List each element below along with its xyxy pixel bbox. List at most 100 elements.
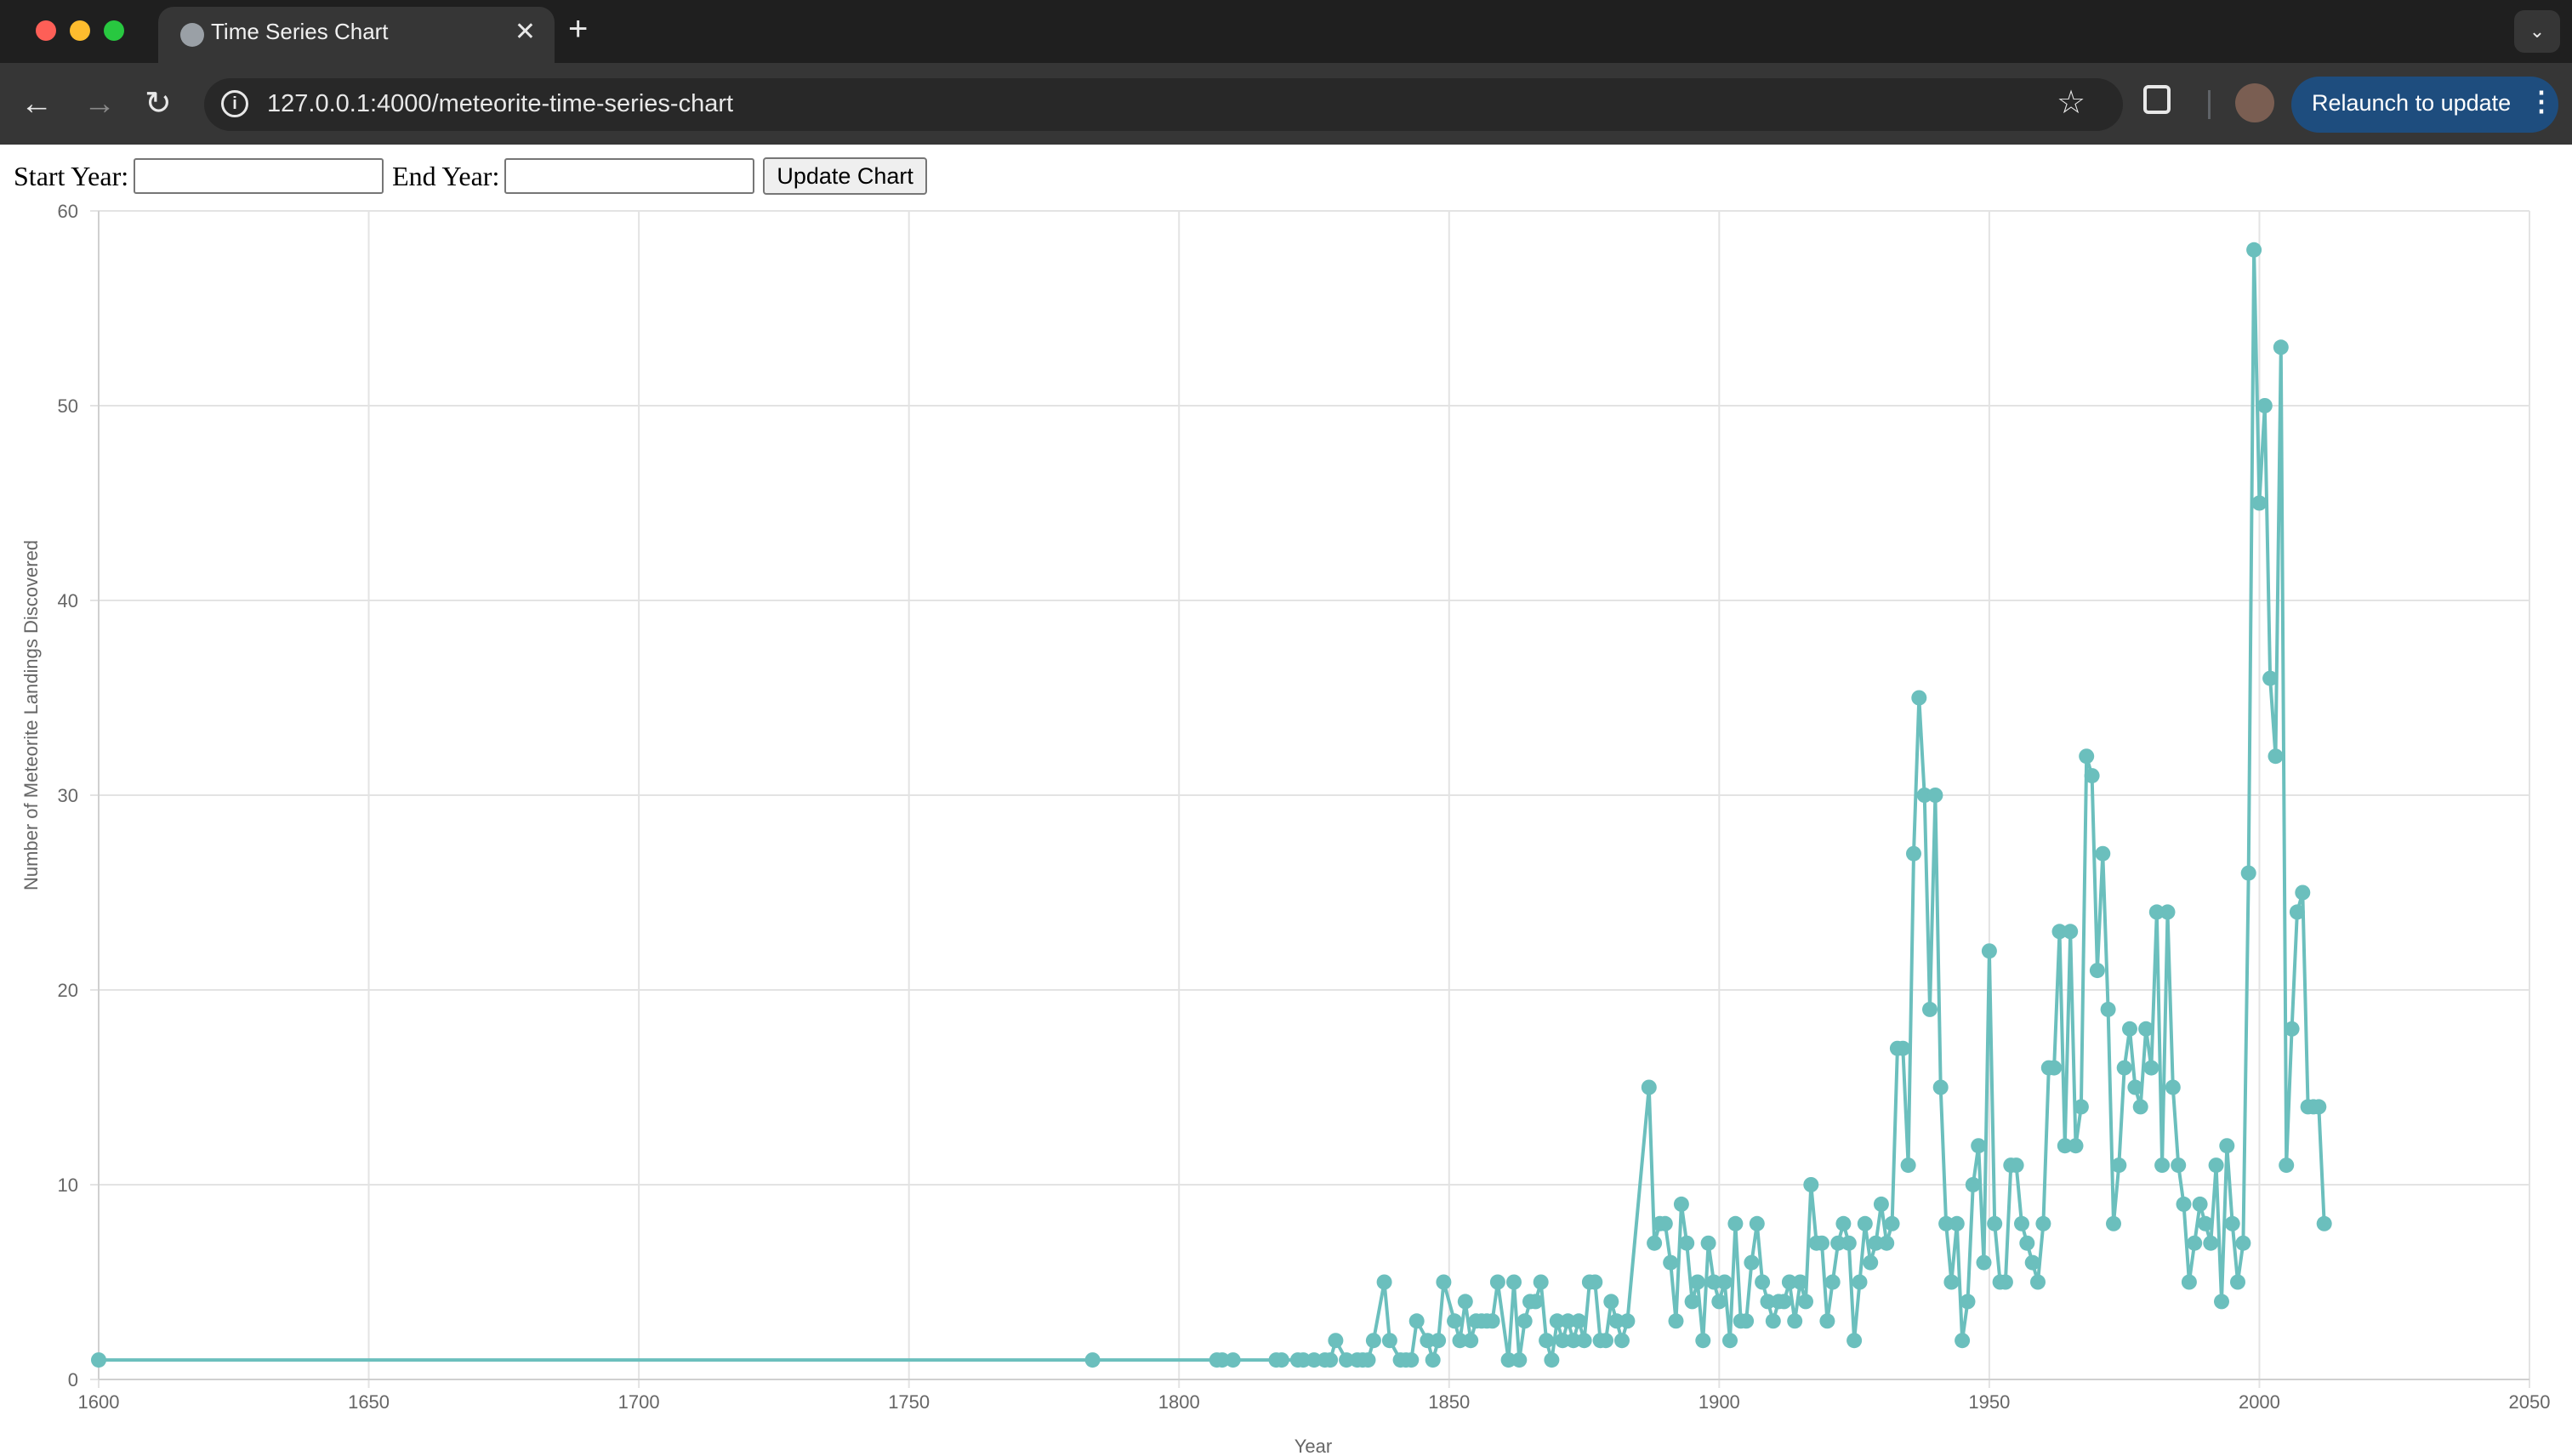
data-point[interactable]	[2224, 1215, 2240, 1231]
start-year-input[interactable]	[134, 158, 384, 194]
data-point[interactable]	[1533, 1274, 1549, 1290]
data-point[interactable]	[2051, 924, 2068, 940]
data-point[interactable]	[1668, 1313, 1684, 1329]
data-point[interactable]	[2197, 1215, 2213, 1231]
data-point[interactable]	[1339, 1352, 1355, 1368]
data-point[interactable]	[1765, 1313, 1781, 1329]
reload-icon[interactable]: ↻	[145, 86, 172, 122]
data-point[interactable]	[1798, 1294, 1813, 1310]
data-point[interactable]	[1225, 1352, 1241, 1368]
data-point[interactable]	[2295, 884, 2311, 901]
data-point[interactable]	[1365, 1333, 1381, 1349]
data-point[interactable]	[1689, 1274, 1705, 1290]
data-point[interactable]	[1571, 1313, 1587, 1329]
data-point[interactable]	[2165, 1079, 2181, 1095]
data-point[interactable]	[1846, 1333, 1863, 1349]
data-point[interactable]	[1900, 1157, 1916, 1174]
forward-arrow-icon[interactable]: →	[83, 86, 116, 122]
data-point[interactable]	[1489, 1274, 1505, 1290]
data-point[interactable]	[2138, 1021, 2154, 1037]
data-point[interactable]	[1911, 690, 1927, 706]
data-point[interactable]	[2279, 1157, 2295, 1174]
data-point[interactable]	[1960, 1294, 1976, 1310]
data-point[interactable]	[1663, 1254, 1679, 1271]
bookmark-star-icon[interactable]: ☆	[2057, 85, 2086, 121]
data-point[interactable]	[1657, 1215, 1673, 1231]
data-point[interactable]	[1863, 1254, 1879, 1271]
data-point[interactable]	[2192, 1196, 2208, 1212]
data-point[interactable]	[1420, 1333, 1436, 1349]
data-point[interactable]	[1895, 1040, 1911, 1056]
data-point[interactable]	[1787, 1313, 1803, 1329]
data-point[interactable]	[1328, 1333, 1344, 1349]
maximize-window-button[interactable]	[104, 20, 124, 41]
data-point[interactable]	[1744, 1254, 1760, 1271]
data-point[interactable]	[1955, 1333, 1971, 1349]
data-point[interactable]	[91, 1352, 106, 1368]
data-point[interactable]	[2030, 1274, 2046, 1290]
data-point[interactable]	[1906, 845, 1921, 862]
data-point[interactable]	[1408, 1313, 1425, 1329]
data-point[interactable]	[2187, 1235, 2203, 1251]
data-point[interactable]	[1803, 1177, 1819, 1192]
data-point[interactable]	[2148, 904, 2165, 920]
data-point[interactable]	[1987, 1215, 2003, 1231]
data-point[interactable]	[1868, 1235, 1884, 1251]
data-point[interactable]	[1835, 1215, 1852, 1231]
data-point[interactable]	[1360, 1352, 1376, 1368]
data-point[interactable]	[2100, 1001, 2116, 1017]
end-year-input[interactable]	[504, 158, 755, 194]
data-point[interactable]	[1673, 1196, 1689, 1212]
data-point[interactable]	[1749, 1215, 1765, 1231]
data-point[interactable]	[2035, 1215, 2051, 1231]
data-point[interactable]	[2154, 1157, 2171, 1174]
data-point[interactable]	[2176, 1196, 2192, 1212]
data-point[interactable]	[1587, 1274, 1603, 1290]
data-point[interactable]	[1516, 1313, 1533, 1329]
relaunch-button[interactable]: Relaunch to update ⋮	[2291, 77, 2558, 133]
data-point[interactable]	[2159, 904, 2176, 920]
data-point[interactable]	[2106, 1215, 2121, 1231]
data-point[interactable]	[1403, 1352, 1420, 1368]
data-point[interactable]	[1776, 1294, 1792, 1310]
data-point[interactable]	[1814, 1235, 1829, 1251]
data-point[interactable]	[1706, 1274, 1721, 1290]
data-point[interactable]	[1819, 1313, 1835, 1329]
data-point[interactable]	[2284, 1021, 2300, 1037]
data-point[interactable]	[1452, 1333, 1468, 1349]
more-menu-icon[interactable]: ⋮	[2528, 86, 2555, 117]
data-point[interactable]	[1506, 1274, 1522, 1290]
data-point[interactable]	[1457, 1294, 1473, 1310]
data-point[interactable]	[1603, 1294, 1619, 1310]
data-point[interactable]	[2008, 1157, 2024, 1174]
data-point[interactable]	[2316, 1215, 2332, 1231]
data-point[interactable]	[1323, 1352, 1339, 1368]
new-tab-icon[interactable]: +	[568, 10, 589, 48]
data-point[interactable]	[2256, 398, 2273, 413]
data-point[interactable]	[2084, 768, 2100, 784]
data-point[interactable]	[1463, 1333, 1479, 1349]
data-point[interactable]	[2289, 904, 2305, 920]
back-arrow-icon[interactable]: ←	[20, 86, 53, 122]
data-point[interactable]	[1976, 1254, 1992, 1271]
data-point[interactable]	[2127, 1079, 2143, 1095]
data-point[interactable]	[1608, 1313, 1625, 1329]
data-point[interactable]	[1565, 1333, 1581, 1349]
data-point[interactable]	[1857, 1215, 1873, 1231]
data-point[interactable]	[1711, 1294, 1727, 1310]
data-point[interactable]	[1598, 1333, 1613, 1349]
data-point[interactable]	[1922, 1001, 1938, 1017]
url-text[interactable]: 127.0.0.1:4000/meteorite-time-series-cha…	[267, 90, 734, 117]
minimize-window-button[interactable]	[70, 20, 90, 41]
data-point[interactable]	[1306, 1352, 1322, 1368]
update-chart-button[interactable]: Update Chart	[763, 157, 927, 195]
data-point[interactable]	[1431, 1333, 1447, 1349]
data-point[interactable]	[1971, 1138, 1987, 1154]
data-point[interactable]	[2068, 1138, 2084, 1154]
data-point[interactable]	[2122, 1021, 2137, 1037]
data-point[interactable]	[1684, 1294, 1700, 1310]
address-bar[interactable]: i 127.0.0.1:4000/meteorite-time-series-c…	[204, 78, 2123, 131]
data-point[interactable]	[1938, 1215, 1955, 1231]
data-point[interactable]	[1965, 1177, 1981, 1192]
data-point[interactable]	[1716, 1274, 1733, 1290]
